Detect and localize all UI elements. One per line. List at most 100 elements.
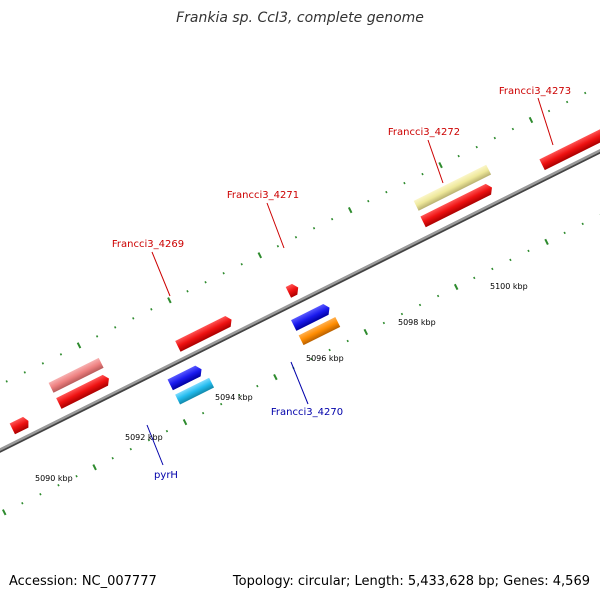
- gene-arrow[interactable]: [167, 364, 205, 391]
- minor-tick: [220, 402, 223, 406]
- gene-feature[interactable]: [48, 357, 104, 393]
- minor-tick: [418, 303, 422, 307]
- minor-tick: [222, 272, 225, 275]
- genome-backbone: [0, 111, 600, 482]
- gene-label: Francci3_4272: [388, 127, 460, 138]
- minor-tick: [382, 321, 386, 325]
- minor-tick: [509, 258, 512, 262]
- gene-label: Francci3_4269: [112, 239, 184, 250]
- major-tick: [347, 207, 353, 214]
- scale-label: 5100 kbp: [490, 282, 528, 291]
- minor-tick: [186, 290, 189, 293]
- minor-tick: [527, 249, 530, 253]
- minor-tick: [565, 100, 569, 104]
- major-tick: [438, 161, 443, 169]
- gene-arrow[interactable]: [56, 373, 111, 409]
- minor-tick: [201, 411, 205, 415]
- accession-text: Accession: NC_007777: [9, 574, 157, 589]
- major-tick: [544, 238, 549, 246]
- major-tick: [273, 373, 278, 381]
- minor-tick: [310, 357, 313, 361]
- gene-francci3-4270[interactable]: [298, 317, 341, 346]
- minor-tick: [563, 231, 566, 235]
- minor-tick: [312, 226, 316, 230]
- gene-feature[interactable]: [413, 164, 492, 211]
- minor-tick: [328, 348, 331, 352]
- gene-label: Francci3_4273: [499, 86, 571, 97]
- gene-francci3-4269[interactable]: [175, 314, 234, 352]
- major-tick: [182, 419, 188, 426]
- minor-tick: [403, 181, 406, 185]
- scale-label: 5096 kbp: [306, 354, 344, 363]
- scale-label: 5090 kbp: [35, 474, 73, 483]
- minor-tick: [204, 281, 207, 284]
- minor-tick: [511, 127, 515, 131]
- minor-tick: [111, 456, 114, 460]
- label-leader: [146, 424, 164, 466]
- label-leader: [266, 202, 285, 249]
- scale-label: 5098 kbp: [398, 318, 436, 327]
- minor-tick: [41, 362, 45, 365]
- minor-tick: [57, 483, 60, 487]
- minor-tick: [240, 262, 243, 266]
- minor-tick: [39, 492, 42, 496]
- major-tick: [167, 297, 172, 304]
- major-tick: [528, 116, 534, 124]
- page-title: Frankia sp. CcI3, complete genome: [176, 10, 424, 26]
- gene-pyrh[interactable]: [175, 377, 215, 405]
- minor-tick: [475, 145, 478, 149]
- minor-tick: [147, 438, 151, 442]
- major-tick: [76, 342, 82, 349]
- upper-tick-row: [5, 91, 587, 383]
- minor-tick: [150, 308, 153, 311]
- scale-label: 5092 kbp: [125, 433, 163, 442]
- genome-summary-text: Topology: circular; Length: 5,433,628 bp…: [232, 574, 590, 589]
- gene-francci3-4271[interactable]: [285, 282, 301, 298]
- major-tick: [453, 283, 459, 291]
- minor-tick: [5, 380, 8, 383]
- label-leader: [151, 251, 171, 297]
- minor-tick: [584, 91, 587, 95]
- minor-tick: [23, 371, 26, 374]
- label-leader: [427, 139, 444, 184]
- minor-tick: [421, 172, 424, 176]
- minor-tick: [581, 222, 584, 226]
- minor-tick: [330, 217, 334, 221]
- gene-arrow[interactable]: [291, 302, 332, 331]
- minor-tick: [491, 267, 494, 271]
- gene-francci3-4273[interactable]: [539, 126, 600, 171]
- minor-tick: [473, 276, 476, 280]
- minor-tick: [276, 244, 280, 248]
- gene-arrow[interactable]: [9, 416, 31, 435]
- minor-tick: [129, 447, 132, 451]
- major-tick: [257, 252, 263, 259]
- minor-tick: [75, 474, 78, 478]
- minor-tick: [132, 317, 135, 320]
- lower-tick-row: [2, 213, 600, 516]
- minor-tick: [59, 353, 63, 356]
- minor-tick: [346, 339, 349, 343]
- minor-tick: [294, 235, 298, 239]
- gene-francci3-4272[interactable]: [420, 182, 494, 228]
- major-tick: [363, 328, 369, 336]
- minor-tick: [400, 312, 404, 316]
- minor-tick: [238, 393, 241, 397]
- minor-tick: [367, 199, 370, 203]
- minor-tick: [114, 326, 117, 329]
- minor-tick: [436, 294, 440, 298]
- minor-tick: [95, 335, 99, 338]
- minor-tick: [21, 502, 24, 505]
- minor-tick: [256, 384, 259, 388]
- gene-label: Francci3_4270: [271, 407, 343, 418]
- minor-tick: [547, 109, 551, 113]
- major-tick: [2, 509, 7, 516]
- minor-tick: [165, 429, 169, 433]
- major-tick: [92, 464, 97, 471]
- minor-tick: [385, 190, 388, 194]
- minor-tick: [457, 154, 460, 158]
- gene-label: pyrH: [154, 470, 178, 481]
- minor-tick: [493, 136, 496, 140]
- scale-label: 5094 kbp: [215, 393, 253, 402]
- label-leader: [537, 97, 554, 146]
